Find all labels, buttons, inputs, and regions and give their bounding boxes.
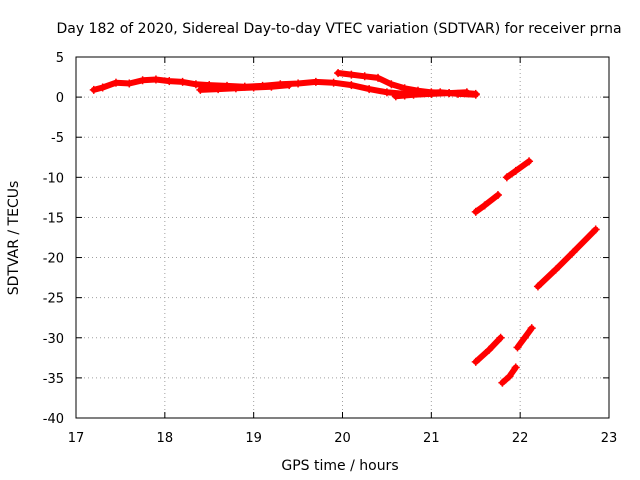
x-tick-label: 22 <box>512 431 529 446</box>
data-point <box>360 72 369 81</box>
data-point <box>400 84 409 93</box>
chart-title: Day 182 of 2020, Sidereal Day-to-day VTE… <box>56 21 621 37</box>
data-point <box>462 88 471 97</box>
y-tick-label: -5 <box>51 131 64 146</box>
y-tick-label: -15 <box>43 211 64 226</box>
data-point <box>409 90 418 99</box>
data-point <box>502 173 511 182</box>
x-tick-label: 21 <box>423 431 440 446</box>
data-point <box>374 73 383 82</box>
data-point <box>111 78 120 87</box>
data-point <box>365 85 374 94</box>
x-tick-label: 23 <box>601 431 618 446</box>
data-point <box>511 166 520 175</box>
data-point <box>391 92 400 101</box>
data-point <box>178 77 187 86</box>
data-point <box>496 333 505 342</box>
data-point <box>569 247 578 256</box>
data-point <box>505 372 514 381</box>
series-seg-b <box>503 158 533 181</box>
y-axis-label: SDTVAR / TECUs <box>6 181 22 296</box>
data-point <box>520 333 529 342</box>
data-point <box>214 85 223 94</box>
data-point <box>231 84 240 93</box>
y-tick-label: 5 <box>56 51 64 66</box>
y-tick-label: -30 <box>43 332 64 347</box>
data-point <box>527 324 536 333</box>
y-tick-label: -10 <box>43 171 64 186</box>
data-point <box>347 70 356 79</box>
data-point <box>151 75 160 84</box>
data-point <box>329 78 338 87</box>
data-point <box>525 157 534 166</box>
data-point <box>533 282 542 291</box>
data-point <box>138 76 147 85</box>
data-point <box>285 81 294 90</box>
data-point <box>249 83 258 92</box>
data-point <box>471 207 480 216</box>
data-point <box>485 345 494 354</box>
axis-ticks: 17 18 19 20 21 22 23 5 0 -5 -10 -15 -20 -25 -30 -35 -40 <box>43 51 618 446</box>
data-point <box>165 77 174 86</box>
data-point <box>511 363 520 372</box>
series-seg-a <box>472 192 501 215</box>
data-point <box>445 89 454 98</box>
data-series <box>89 69 600 387</box>
data-point <box>191 80 200 89</box>
data-point <box>89 85 98 94</box>
y-tick-label: -35 <box>43 372 64 387</box>
y-tick-label: -20 <box>43 252 64 267</box>
x-tick-label: 17 <box>68 431 85 446</box>
data-point <box>387 80 396 89</box>
data-point <box>493 190 502 199</box>
y-tick-label: 0 <box>56 91 64 106</box>
data-point <box>498 378 507 387</box>
data-point <box>471 357 480 366</box>
data-point <box>334 69 343 78</box>
data-point <box>196 85 205 94</box>
y-tick-label: -40 <box>43 412 64 427</box>
data-point <box>98 83 107 92</box>
x-tick-label: 20 <box>334 431 351 446</box>
series-seg-c <box>534 226 599 290</box>
data-point <box>400 91 409 100</box>
x-axis-label: GPS time / hours <box>281 458 398 474</box>
x-tick-label: 18 <box>157 431 174 446</box>
y-tick-label: -25 <box>43 292 64 307</box>
data-point <box>267 82 276 91</box>
data-point <box>591 225 600 234</box>
data-point <box>480 201 489 210</box>
data-point <box>125 79 134 88</box>
data-point <box>382 88 391 97</box>
data-point <box>471 89 480 98</box>
data-point <box>294 79 303 88</box>
x-tick-label: 19 <box>245 431 262 446</box>
grid <box>76 57 609 418</box>
data-point <box>551 265 560 274</box>
data-point <box>513 343 522 352</box>
plot-frame <box>75 56 610 419</box>
data-point <box>427 89 436 98</box>
data-point <box>311 77 320 86</box>
data-point <box>347 81 356 90</box>
